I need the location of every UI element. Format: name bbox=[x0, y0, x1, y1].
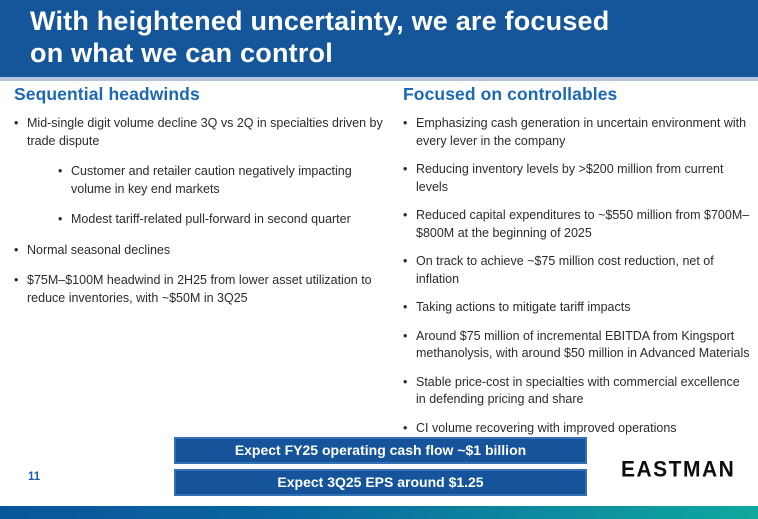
bullet-volume-decline: Mid-single digit volume decline 3Q vs 2Q… bbox=[14, 115, 389, 150]
bullet-ci-volume: CI volume recovering with improved opera… bbox=[403, 420, 750, 438]
bullet-kingsport-ebitda: Around $75 million of incremental EBITDA… bbox=[403, 328, 750, 363]
banner-group: Expect FY25 operating cash flow ~$1 bill… bbox=[174, 437, 587, 501]
bullet-text: $75M–$100M headwind in 2H25 from lower a… bbox=[27, 273, 372, 305]
bullet-tariff-pull-forward: Modest tariff-related pull-forward in se… bbox=[58, 211, 389, 229]
page-number: 11 bbox=[28, 471, 41, 483]
bullet-text: Normal seasonal declines bbox=[27, 242, 171, 257]
bullet-text: Stable price-cost in specialties with co… bbox=[416, 374, 740, 407]
bullet-text: Reducing inventory levels by >$200 milli… bbox=[416, 162, 724, 194]
bullet-text: Taking actions to mitigate tariff impact… bbox=[416, 300, 631, 314]
bullet-text: Mid-single digit volume decline 3Q vs 2Q… bbox=[27, 116, 383, 148]
slide-title-line-2: on what we can control bbox=[30, 38, 333, 68]
bullet-inventory-reduction: Reducing inventory levels by >$200 milli… bbox=[403, 161, 750, 196]
banner-fy25-cash-flow: Expect FY25 operating cash flow ~$1 bill… bbox=[174, 437, 587, 464]
bullet-text: Modest tariff-related pull-forward in se… bbox=[71, 212, 351, 226]
bullet-seasonal-declines: Normal seasonal declines bbox=[14, 242, 389, 260]
slide-content: Sequential headwinds Mid-single digit vo… bbox=[14, 84, 750, 448]
bullet-capex-reduction: Reduced capital expenditures to ~$550 mi… bbox=[403, 207, 750, 242]
right-column-heading: Focused on controllables bbox=[403, 84, 618, 104]
bullet-cost-reduction: On track to achieve ~$75 million cost re… bbox=[403, 253, 750, 288]
bullet-text: Reduced capital expenditures to ~$550 mi… bbox=[416, 208, 750, 240]
bullet-cash-generation: Emphasizing cash generation in uncertain… bbox=[403, 115, 750, 150]
banner-3q25-eps: Expect 3Q25 EPS around $1.25 bbox=[174, 469, 587, 496]
bullet-tariff-mitigation: Taking actions to mitigate tariff impact… bbox=[403, 299, 750, 317]
right-column-focused-on-controllables: Focused on controllables Emphasizing cas… bbox=[403, 84, 750, 448]
bullet-customer-retailer-caution: Customer and retailer caution negatively… bbox=[58, 163, 389, 198]
eastman-logo: EASTMAN bbox=[621, 457, 736, 482]
bullet-price-cost-stability: Stable price-cost in specialties with co… bbox=[403, 374, 750, 409]
bullet-text: Around $75 million of incremental EBITDA… bbox=[416, 328, 750, 361]
slide-title-line-1: With heightened uncertainty, we are focu… bbox=[30, 6, 610, 36]
title-bar: With heightened uncertainty, we are focu… bbox=[0, 0, 758, 81]
bullet-text: CI volume recovering with improved opera… bbox=[416, 420, 677, 435]
bullet-text: On track to achieve ~$75 million cost re… bbox=[416, 254, 714, 286]
bullet-2h25-headwind: $75M–$100M headwind in 2H25 from lower a… bbox=[14, 272, 389, 307]
left-column-heading: Sequential headwinds bbox=[14, 84, 200, 104]
bottom-gradient-strip bbox=[0, 506, 758, 519]
bullet-text: Emphasizing cash generation in uncertain… bbox=[416, 116, 747, 148]
bullet-text: Customer and retailer caution negatively… bbox=[71, 164, 352, 196]
left-column-sequential-headwinds: Sequential headwinds Mid-single digit vo… bbox=[14, 84, 389, 448]
